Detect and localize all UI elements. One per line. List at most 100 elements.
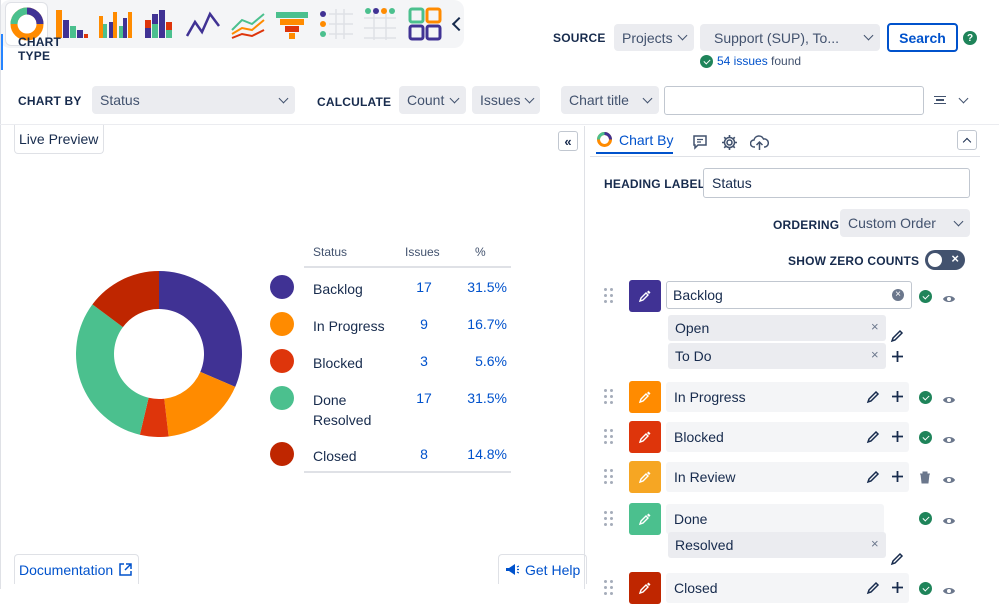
substatus-label: Open: [675, 320, 710, 336]
plus-icon[interactable]: [891, 581, 904, 599]
pencil-icon[interactable]: [890, 552, 904, 571]
status-name-box[interactable]: In Review: [666, 462, 909, 492]
pencil-icon[interactable]: [866, 581, 880, 600]
help-icon[interactable]: ?: [963, 31, 977, 45]
status-name-box[interactable]: In Progress: [666, 382, 909, 412]
source-project-select[interactable]: Support (SUP), To...: [700, 24, 880, 51]
multi-line-icon[interactable]: [227, 3, 268, 45]
plus-icon[interactable]: [891, 430, 904, 448]
clear-icon[interactable]: ×: [892, 289, 904, 301]
legend-value[interactable]: 3: [420, 353, 428, 369]
donut-slice-2: [139, 397, 169, 437]
eye-icon[interactable]: [942, 583, 956, 601]
remove-icon[interactable]: ×: [871, 319, 879, 334]
remove-icon[interactable]: ×: [871, 347, 879, 362]
comment-icon[interactable]: [692, 134, 708, 150]
legend-swatch: [270, 312, 294, 336]
left-accent: [0, 34, 3, 70]
heading-input[interactable]: Status: [703, 168, 970, 198]
legend-header-status: Status: [313, 245, 348, 259]
line-chart-icon[interactable]: [183, 3, 224, 45]
stacked-bar-icon[interactable]: [139, 3, 180, 45]
documentation-link[interactable]: Documentation: [14, 554, 140, 584]
drag-handle-icon[interactable]: [604, 389, 614, 405]
check-circle-icon: [919, 431, 932, 444]
search-button[interactable]: Search: [887, 23, 958, 52]
legend-swatch: [270, 349, 294, 373]
get-help-link[interactable]: Get Help: [498, 554, 588, 584]
legend-header-pct: %: [475, 245, 486, 259]
drag-handle-icon[interactable]: [604, 288, 614, 304]
donut-chart-icon: [597, 132, 612, 147]
status-name-input[interactable]: Backlog: [666, 281, 912, 309]
plus-icon[interactable]: [891, 350, 904, 368]
chart-type-label: CHART TYPE: [18, 35, 61, 63]
calc-issues-select[interactable]: Issues: [472, 86, 540, 114]
pencil-icon[interactable]: [866, 470, 880, 489]
eye-icon[interactable]: [942, 291, 956, 309]
chart-title-select[interactable]: Chart title: [561, 86, 659, 114]
gear-icon[interactable]: [721, 134, 738, 151]
pencil-icon[interactable]: [890, 329, 904, 348]
eye-icon[interactable]: [942, 513, 956, 531]
color-picker-button[interactable]: [629, 381, 661, 413]
source-type-select[interactable]: Projects: [614, 24, 694, 51]
color-picker-button[interactable]: [629, 280, 661, 312]
drag-handle-icon[interactable]: [604, 429, 614, 445]
settings-tabs-rule: [590, 156, 980, 157]
ordering-select[interactable]: Custom Order: [840, 209, 970, 237]
grouped-bar-icon[interactable]: [94, 3, 135, 45]
status-name-box[interactable]: Done: [666, 504, 884, 534]
live-preview-tab[interactable]: Live Preview: [14, 125, 104, 154]
drag-handle-icon[interactable]: [604, 580, 614, 596]
pencil-icon[interactable]: [866, 430, 880, 449]
left-border: [0, 0, 1, 589]
trash-icon[interactable]: [919, 471, 931, 489]
tiles-icon[interactable]: [404, 3, 445, 45]
color-picker-button[interactable]: [629, 572, 661, 604]
legend-label: Closed: [313, 448, 357, 464]
remove-icon[interactable]: ×: [871, 536, 879, 551]
table-dots-icon[interactable]: [360, 3, 401, 45]
calc-count-select[interactable]: Count: [399, 86, 466, 114]
color-picker-button[interactable]: [629, 421, 661, 453]
legend-value[interactable]: 17: [416, 390, 432, 406]
funnel-icon[interactable]: [271, 3, 312, 45]
collapse-settings-button[interactable]: [957, 130, 977, 150]
issues-count-link[interactable]: 54 issues: [717, 54, 768, 68]
legend-label: Done Resolved: [313, 392, 372, 428]
drag-handle-icon[interactable]: [604, 469, 614, 485]
plus-icon[interactable]: [891, 470, 904, 488]
eye-icon[interactable]: [942, 472, 956, 490]
bar-chart-icon[interactable]: [50, 3, 91, 45]
legend-swatch: [270, 275, 294, 299]
eye-icon[interactable]: [942, 432, 956, 450]
cloud-upload-icon[interactable]: [750, 134, 769, 151]
plus-icon[interactable]: [891, 390, 904, 408]
pencil-icon[interactable]: [866, 390, 880, 409]
status-name-box[interactable]: Blocked: [666, 422, 909, 452]
dot-grid-icon[interactable]: [316, 3, 357, 45]
show-zero-label: SHOW ZERO COUNTS: [788, 254, 920, 268]
tab-chart-by[interactable]: Chart By: [596, 131, 674, 154]
eye-icon[interactable]: [942, 392, 956, 410]
align-select[interactable]: [926, 86, 975, 114]
legend-value[interactable]: 8: [420, 446, 428, 462]
legend-value[interactable]: 9: [420, 316, 428, 332]
color-picker-button[interactable]: [629, 461, 661, 493]
issues-found-suffix: found: [767, 54, 802, 68]
drag-handle-icon[interactable]: [604, 511, 614, 527]
color-picker-button[interactable]: [629, 503, 661, 535]
legend-label: In Progress: [313, 318, 385, 334]
chart-by-select[interactable]: Status: [92, 86, 295, 114]
collapse-preview-button[interactable]: «: [558, 131, 578, 151]
chevron-down-icon: [449, 93, 460, 103]
donut-chart-icon[interactable]: [6, 3, 48, 45]
show-zero-toggle[interactable]: ×: [925, 250, 965, 270]
donut-slice-3: [76, 304, 149, 435]
chevron-left-icon[interactable]: [452, 16, 467, 32]
legend-value[interactable]: 17: [416, 279, 432, 295]
chart-title-input[interactable]: [664, 86, 924, 115]
legend-header-issues: Issues: [405, 245, 440, 259]
chevron-down-icon: [525, 93, 535, 103]
